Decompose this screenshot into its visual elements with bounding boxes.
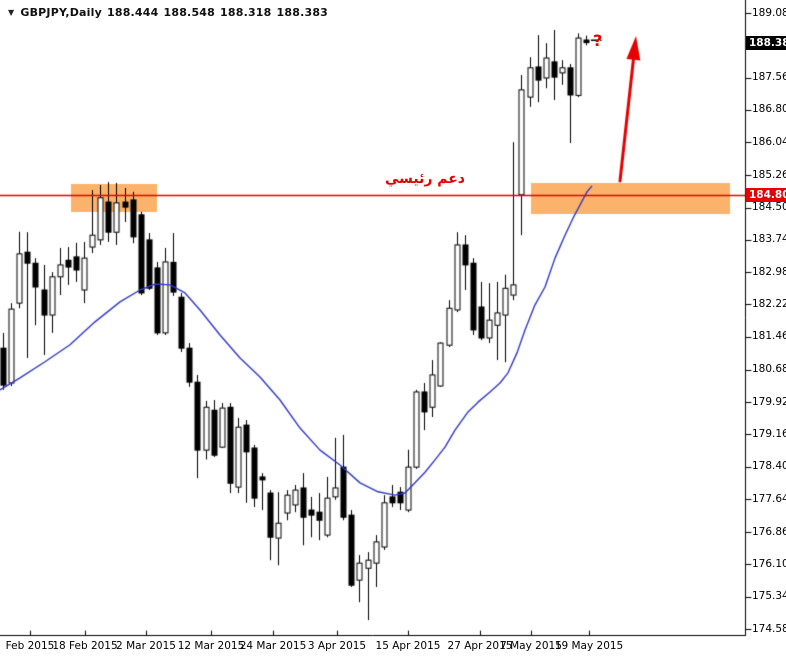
y-axis-label: 182.980 <box>752 265 786 278</box>
y-axis-label: 178.400 <box>752 460 786 473</box>
quote-close: 188.383 <box>276 6 329 19</box>
y-axis-label: 182.220 <box>752 297 786 310</box>
y-axis-label: 183.740 <box>752 233 786 246</box>
y-axis-label: 189.080 <box>752 6 786 19</box>
y-axis-label: 177.640 <box>752 492 786 505</box>
x-axis-label: 7 May 2015 <box>500 640 562 652</box>
x-axis-label: 19 May 2015 <box>554 640 624 652</box>
y-axis-label: 176.100 <box>752 557 786 570</box>
chart-title: ▼ GBPJPY,Daily 188.444 188.548 188.318 188.38… <box>8 6 328 19</box>
support-text-annotation: دعم رئيسي <box>384 171 465 187</box>
y-axis-label: 176.860 <box>752 525 786 538</box>
support-price-badge: 184.804 <box>746 187 786 202</box>
y-axis-label: 185.260 <box>752 168 786 181</box>
y-axis-label: 180.680 <box>752 363 786 376</box>
current-price-badge: 188.383 <box>746 35 786 50</box>
x-axis-label: 3 Apr 2015 <box>307 640 367 652</box>
symbol-dropdown-icon: ▼ <box>8 8 15 17</box>
x-axis[interactable]: Feb 2015 18 Feb 2015 2 Mar 2015 12 Mar 2015… <box>0 638 786 657</box>
y-axis[interactable]: 188.383 184.804 189.080 187.560 186.800 186… <box>746 0 786 635</box>
x-axis-label: Feb 2015 <box>5 640 55 652</box>
x-axis-label: 15 Apr 2015 <box>375 640 441 652</box>
x-axis-label: 24 Mar 2015 <box>239 640 307 652</box>
y-axis-label: 179.160 <box>752 427 786 440</box>
quote-open: 188.444 <box>106 6 159 19</box>
quote-high: 188.548 <box>163 6 216 19</box>
quote-low: 188.318 <box>220 6 272 19</box>
y-axis-label: 181.460 <box>752 330 786 343</box>
y-axis-label: 186.800 <box>752 103 786 116</box>
symbol-period-label: GBPJPY,Daily <box>20 6 102 19</box>
x-axis-label: 2 Mar 2015 <box>116 640 176 652</box>
y-axis-label: 184.500 <box>752 201 786 214</box>
y-axis-label: 175.340 <box>752 590 786 603</box>
y-axis-label: 179.920 <box>752 395 786 408</box>
y-axis-label: 174.580 <box>752 622 786 635</box>
x-axis-label: 12 Mar 2015 <box>177 640 245 652</box>
x-axis-label: 18 Feb 2015 <box>52 640 118 652</box>
y-axis-label: 186.040 <box>752 135 786 148</box>
x-axis-label: 27 Apr 2015 <box>447 640 513 652</box>
y-axis-label: 187.560 <box>752 71 786 84</box>
question-mark-annotation: ? <box>593 31 603 50</box>
